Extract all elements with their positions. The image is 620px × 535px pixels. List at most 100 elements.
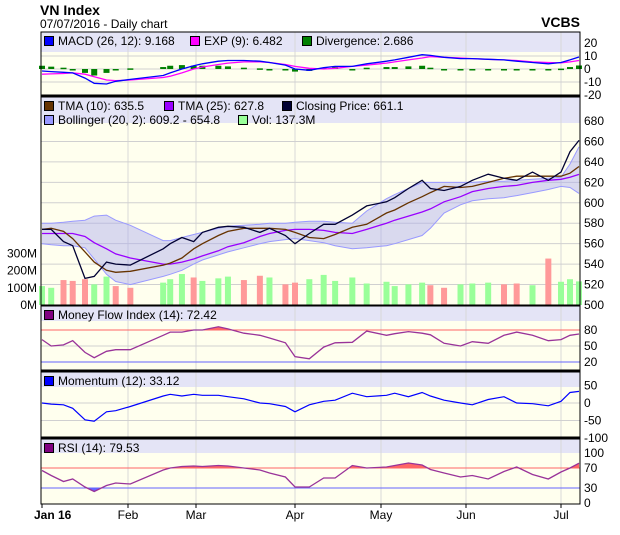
volume-bar [112, 286, 119, 305]
legend-momentum: Momentum (12): 33.12 [44, 374, 179, 388]
y-tick-label-price: 600 [584, 196, 604, 210]
volume-bar [39, 286, 45, 305]
macd-line [41, 54, 580, 85]
y-tick-label-momentum: 50 [584, 379, 598, 393]
volume-bar [320, 274, 327, 305]
divergence-bar [60, 67, 67, 70]
legend-label-tma10: TMA (10): 635.5 [58, 99, 145, 113]
legend-rsi: RSI (14): 79.53 [44, 441, 139, 455]
divergence-bar [485, 69, 492, 71]
volume-bar [224, 276, 231, 305]
chart-title: VN Index [40, 2, 100, 18]
volume-tick-label: 0M [20, 298, 37, 312]
x-tick-label: Jan 16 [34, 508, 72, 522]
y-tick-label-mfi: 80 [584, 323, 598, 337]
y-tick-label-price: 620 [584, 175, 604, 189]
legend-label-tma25: TMA (25): 627.8 [178, 99, 265, 113]
divergence-bar [82, 69, 88, 73]
y-tick-label-price: 500 [584, 298, 604, 312]
y-tick-label-macd: -20 [584, 88, 602, 102]
legend-label-exp: EXP (9): 6.482 [204, 34, 283, 48]
volume-bar [383, 281, 390, 305]
volume-bar [190, 277, 197, 305]
volume-bar [363, 283, 370, 305]
volume-bar [266, 277, 273, 305]
divergence-bar [190, 65, 197, 69]
y-tick-label-rsi: 0 [584, 496, 591, 510]
legend-volume: Vol: 137.3M [238, 113, 315, 127]
volume-bar [349, 277, 356, 305]
volume-bar [127, 287, 134, 305]
divergence-bar [427, 67, 434, 70]
volume-bar [103, 276, 110, 305]
x-tick-label: May [370, 508, 393, 522]
divergence-bar [441, 69, 448, 71]
legend-swatch-volume [238, 115, 248, 125]
volume-bar [441, 287, 448, 305]
divergence-bar [112, 69, 119, 71]
volume-bar [427, 285, 434, 305]
divergence-bar [292, 69, 298, 72]
y-tick-label-rsi: 30 [584, 481, 598, 495]
panel-rsi-header-band [41, 439, 580, 453]
divergence-bar [567, 67, 573, 69]
panel-price-header-band [41, 97, 580, 123]
volume-bar [240, 280, 247, 305]
mfi-line [41, 326, 580, 360]
volume-bar [178, 274, 185, 305]
divergence-bar [405, 66, 412, 69]
y-tick-label-momentum: 0 [584, 396, 591, 410]
x-tick-label: Jul [553, 508, 568, 522]
x-tick-label: Mar [186, 508, 207, 522]
legend-label-bollinger: Bollinger (20, 2): 609.2 - 654.8 [58, 113, 221, 127]
bollinger-band [42, 146, 579, 285]
divergence-bar [513, 69, 520, 71]
y-tick-label-mfi: 20 [584, 355, 598, 369]
divergence-bar [167, 65, 174, 69]
divergence-bar [282, 69, 289, 71]
momentum-line [41, 390, 580, 422]
volume-bar [215, 278, 222, 305]
legend-mfi: Money Flow Index (14): 72.42 [44, 308, 217, 322]
divergence-bar [349, 69, 356, 71]
y-tick-label-mfi: 50 [584, 339, 598, 353]
closing-price-line [42, 139, 580, 280]
legend-divergence: Divergence: 2.686 [302, 34, 413, 48]
divergence-bar [91, 69, 98, 76]
volume-bar [419, 282, 426, 305]
volume-bar [306, 279, 313, 305]
legend-exp: EXP (9): 6.482 [190, 34, 283, 48]
legend-closing-price: Closing Price: 661.1 [282, 99, 403, 113]
legend-label-mfi: Money Flow Index (14): 72.42 [58, 308, 217, 322]
volume-bar [167, 279, 174, 305]
divergence-bar [457, 69, 464, 71]
volume-bar [576, 281, 582, 305]
divergence-bar [469, 69, 476, 71]
legend-swatch-tma10 [44, 101, 54, 111]
legend-swatch-exp [190, 36, 200, 46]
y-tick-label-macd: 10 [584, 49, 598, 63]
y-tick-label-price: 540 [584, 257, 604, 271]
volume-bar [457, 284, 464, 305]
panel-mfi-header-band [41, 306, 580, 321]
y-tick-label-price: 580 [584, 216, 604, 230]
legend-label-macd: MACD (26, 12): 9.168 [58, 34, 175, 48]
volume-bar [567, 279, 573, 305]
x-tick-label: Feb [118, 508, 139, 522]
volume-bar [82, 279, 88, 305]
volume-bar [256, 275, 263, 305]
volume-bar [513, 283, 520, 305]
divergence-bar [160, 67, 167, 69]
bollinger-lower-line [41, 185, 580, 286]
volume-bar [529, 285, 536, 305]
divergence-bar [383, 67, 390, 69]
divergence-bar [391, 67, 398, 69]
legend-tma25: TMA (25): 627.8 [164, 99, 264, 113]
volume-bar [485, 282, 492, 305]
volume-bar [469, 283, 476, 305]
divergence-bar [215, 65, 222, 69]
divergence-bar [48, 66, 55, 69]
legend-macd: MACD (26, 12): 9.168 [44, 34, 175, 48]
legend-tma10: TMA (10): 635.5 [44, 99, 144, 113]
